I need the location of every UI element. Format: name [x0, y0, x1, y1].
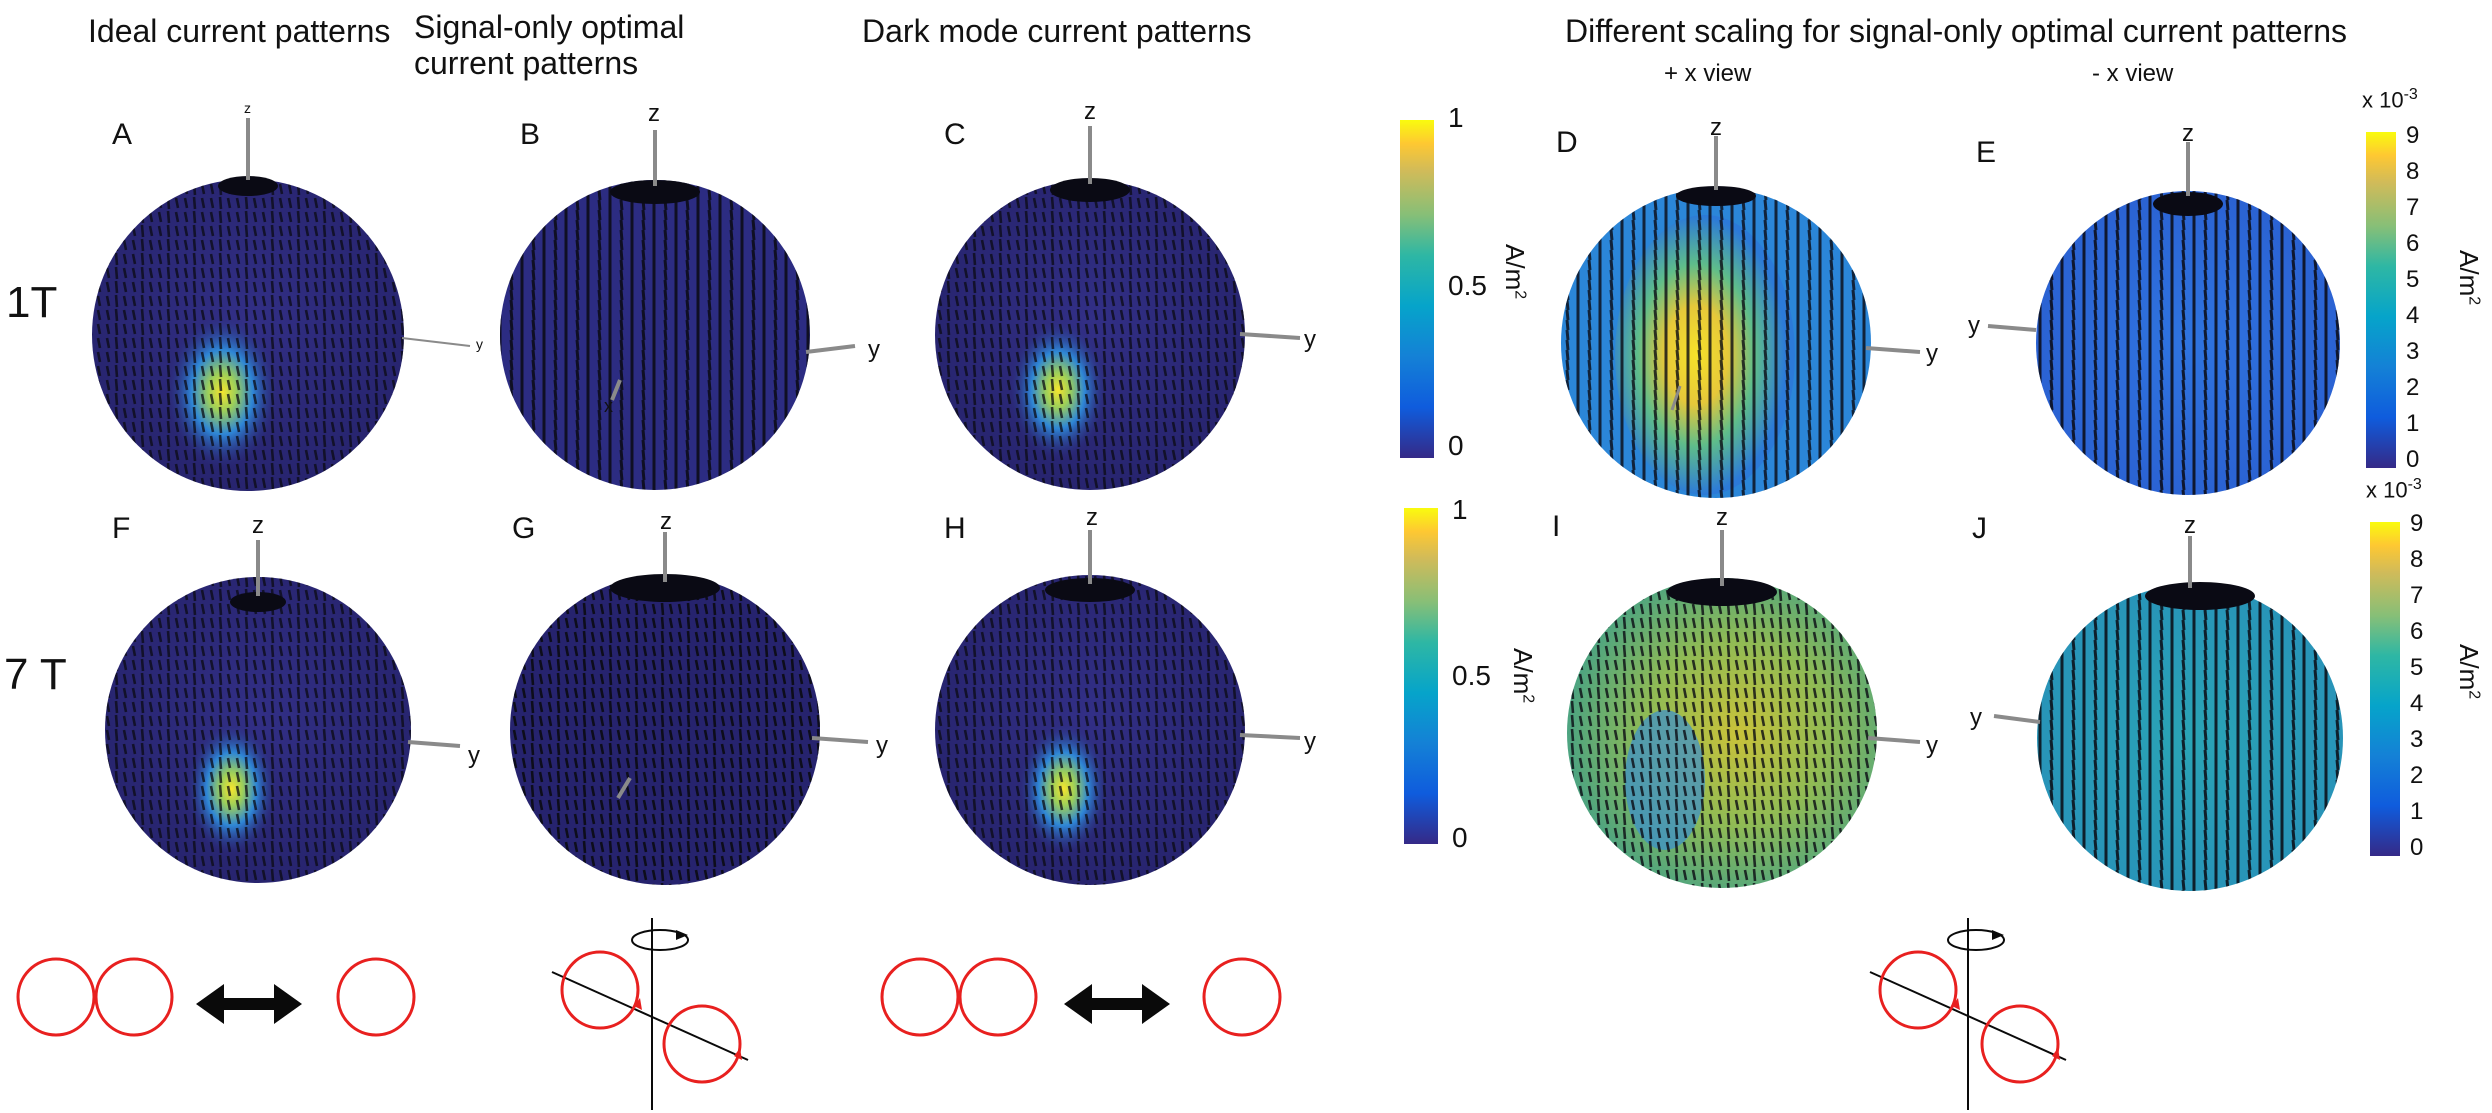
header-ideal: Ideal current patterns — [88, 13, 391, 49]
cb-lb-tick-05: 0.5 — [1452, 660, 1491, 691]
axis-z-j: z — [2184, 512, 2196, 539]
axis-z-i: z — [1716, 504, 1728, 531]
cb-rb-tick-6: 6 — [2410, 618, 2424, 645]
axis-z-h: z — [1086, 504, 1098, 531]
cb-rt-tick-4: 4 — [2406, 302, 2420, 329]
panel-label-b: B — [520, 118, 541, 151]
panel-label-i: I — [1552, 510, 1561, 543]
sphere-a — [92, 118, 471, 491]
cb-rt-tick-1: 1 — [2406, 410, 2420, 437]
axis-y-f: y — [468, 742, 480, 769]
cb-rb-unit: A/m2 — [2454, 644, 2484, 700]
header-signal-only-line1: Signal-only optimal — [414, 9, 685, 45]
header-signal-only-line2: current patterns — [414, 45, 639, 81]
coil-diagram-ideal — [16, 957, 416, 1037]
panel-label-h: H — [944, 512, 966, 545]
sphere-i — [1567, 530, 1921, 888]
cb-rb-tick-9: 9 — [2410, 510, 2424, 537]
axis-z-a: z — [244, 100, 251, 116]
view-minus-x: - x view — [2092, 60, 2174, 87]
cb-rt-tick-8: 8 — [2406, 158, 2420, 185]
axis-y-e: y — [1968, 312, 1980, 339]
axis-y-a: y — [476, 336, 483, 352]
colorbar-left-bottom — [1404, 508, 1438, 844]
colorbar-right-top — [2366, 132, 2396, 468]
colorbar-left-top — [1400, 120, 1434, 458]
axis-y-h: y — [1304, 728, 1316, 755]
panel-label-c: C — [944, 118, 966, 151]
cb-lt-tick-1: 1 — [1448, 102, 1464, 133]
row-label-1t: 1T — [6, 278, 58, 327]
sphere-f — [105, 540, 461, 883]
panel-label-a: A — [112, 118, 133, 151]
cb-lt-tick-05: 0.5 — [1448, 270, 1487, 301]
axis-x-b: x — [604, 396, 613, 416]
coil-diagram-scaling — [1869, 918, 2067, 1110]
axis-y-b: y — [868, 336, 880, 363]
cb-rt-tick-6: 6 — [2406, 230, 2420, 257]
sphere-e — [1987, 142, 2340, 495]
cb-lb-tick-0: 0 — [1452, 822, 1468, 853]
header-different-scaling: Different scaling for signal-only optima… — [1565, 13, 2347, 49]
cb-rt-scale: x 10-3 — [2362, 86, 2418, 113]
axis-z-b: z — [648, 100, 660, 127]
cb-lt-tick-0: 0 — [1448, 430, 1464, 461]
axis-z-d: z — [1710, 114, 1722, 141]
panel-label-g: G — [512, 512, 536, 545]
cb-lb-tick-1: 1 — [1452, 494, 1468, 525]
cb-lb-unit: A/m2 — [1508, 648, 1538, 704]
cb-rt-tick-5: 5 — [2406, 266, 2420, 293]
cb-lt-unit: A/m2 — [1500, 244, 1530, 300]
cb-rb-tick-3: 3 — [2410, 726, 2424, 753]
sphere-g — [510, 532, 869, 885]
cb-rb-tick-0: 0 — [2410, 834, 2424, 861]
panel-label-f: F — [112, 512, 131, 545]
sphere-h — [935, 530, 1301, 885]
axis-z-f: z — [252, 512, 264, 539]
panel-label-e: E — [1976, 136, 1997, 169]
panel-label-d: D — [1556, 126, 1578, 159]
cb-rb-tick-7: 7 — [2410, 582, 2424, 609]
axis-z-c: z — [1084, 98, 1096, 125]
cb-rt-tick-2: 2 — [2406, 374, 2420, 401]
axis-y-c: y — [1304, 326, 1316, 353]
axis-y-j: y — [1970, 704, 1982, 731]
header-dark-mode: Dark mode current patterns — [862, 13, 1252, 49]
sphere-d — [1561, 136, 1921, 498]
cb-rt-tick-0: 0 — [2406, 446, 2420, 473]
coil-diagram-signal-only — [551, 918, 749, 1110]
cb-rt-tick-9: 9 — [2406, 122, 2420, 149]
cb-rb-tick-4: 4 — [2410, 690, 2424, 717]
sphere-b — [500, 130, 856, 490]
axis-y-i: y — [1926, 732, 1938, 759]
axis-z-e: z — [2182, 120, 2194, 147]
axis-z-g: z — [660, 508, 672, 535]
cb-rb-tick-5: 5 — [2410, 654, 2424, 681]
cb-rb-tick-8: 8 — [2410, 546, 2424, 573]
coil-diagram-dark-mode — [880, 957, 1282, 1037]
sphere-j — [1993, 536, 2343, 891]
cb-rt-tick-3: 3 — [2406, 338, 2420, 365]
panel-label-j: J — [1972, 512, 1987, 545]
axis-y-g: y — [876, 732, 888, 759]
cb-rb-scale: x 10-3 — [2366, 476, 2422, 503]
cb-rt-tick-7: 7 — [2406, 194, 2420, 221]
colorbar-right-bottom — [2370, 522, 2400, 856]
cb-rt-unit: A/m2 — [2454, 250, 2484, 306]
cb-rb-tick-1: 1 — [2410, 798, 2424, 825]
view-plus-x: + x view — [1664, 60, 1752, 87]
axis-y-d: y — [1926, 340, 1938, 367]
cb-rb-tick-2: 2 — [2410, 762, 2424, 789]
sphere-c — [935, 126, 1301, 490]
row-label-7t: 7 T — [4, 650, 67, 699]
